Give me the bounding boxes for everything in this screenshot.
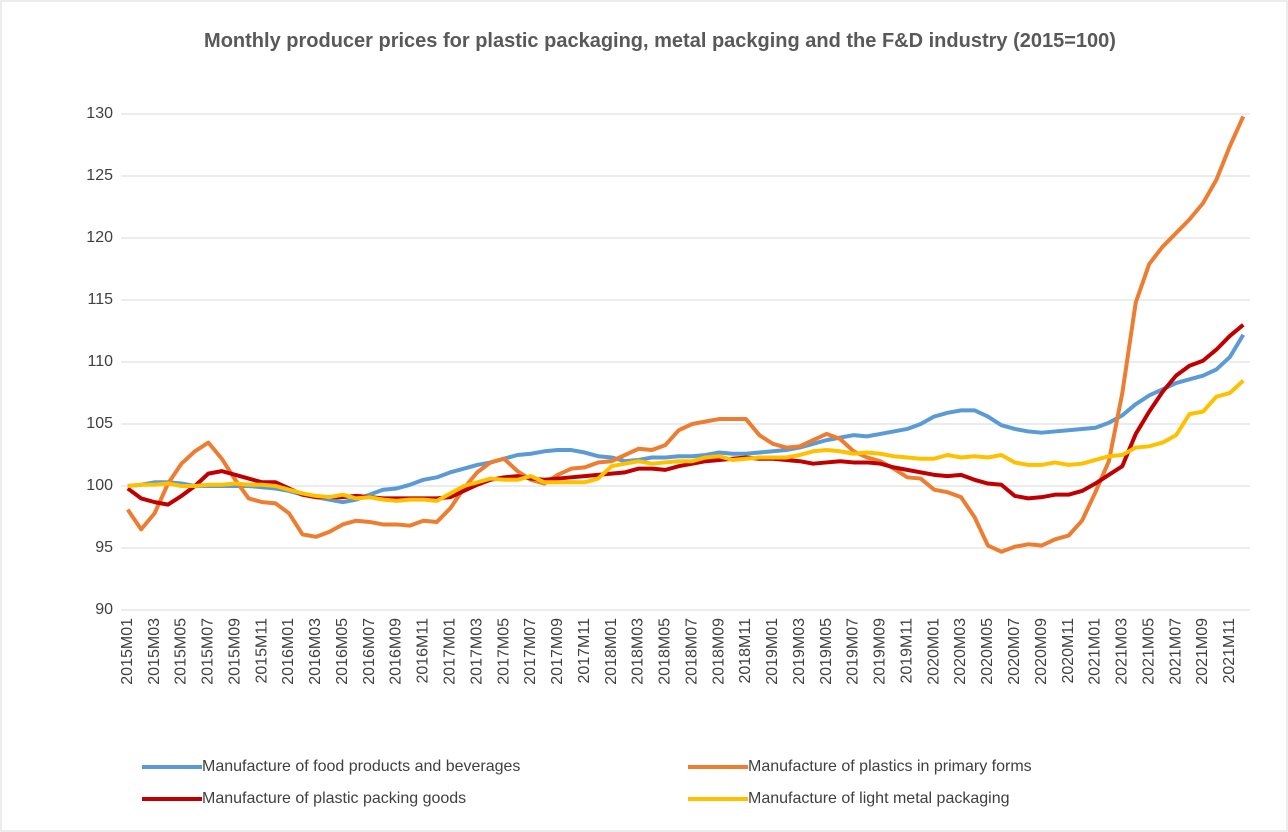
x-tick-label: 2020M01 [925,618,942,685]
x-tick-label: 2018M07 [683,618,700,685]
legend-label: Manufacture of plastics in primary forms [748,758,1032,775]
y-tick-label: 100 [86,477,113,494]
x-tick-label: 2016M07 [361,618,378,685]
x-tick-label: 2015M03 [146,618,163,685]
y-tick-label: 130 [86,105,113,122]
line-series [126,115,1246,554]
legend-label: Manufacture of light metal packaging [748,790,1009,807]
x-tick-label: 2017M01 [442,618,459,685]
x-tick-label: 2020M11 [1060,618,1077,684]
x-tick-label: 2016M01 [280,618,297,685]
y-tick-label: 110 [87,353,113,370]
legend-label: Manufacture of plastic packing goods [202,790,466,807]
x-tick-label: 2017M03 [468,618,485,685]
x-tick-label: 2020M07 [1006,618,1023,685]
x-tick-label: 2020M03 [952,618,969,685]
y-tick-label: 115 [87,291,113,308]
x-tick-label: 2020M05 [979,618,996,685]
x-tick-label: 2018M01 [603,618,620,685]
x-tick-label: 2021M03 [1114,618,1131,685]
y-tick-label: 90 [95,601,113,618]
x-tick-label: 2018M11 [737,618,754,684]
y-tick-label: 120 [86,229,113,246]
legend-label: Manufacture of food products and beverag… [202,758,520,775]
x-tick-label: 2019M05 [818,618,835,685]
x-tick-label: 2015M05 [173,618,190,685]
x-tick-label: 2018M05 [657,618,674,685]
x-tick-label: 2017M09 [549,618,566,685]
line-series [127,379,1245,503]
x-tick-label: 2019M01 [764,618,781,685]
x-tick-label: 2019M09 [872,618,889,685]
x-tick-label: 2016M11 [415,618,432,684]
x-tick-label: 2015M11 [253,618,270,684]
x-tick-label: 2019M03 [791,618,808,685]
y-tick-label: 125 [86,167,113,184]
x-tick-label: 2016M03 [307,618,324,685]
chart-title: Monthly producer prices for plastic pack… [204,30,1116,52]
x-tick-label: 2019M07 [845,618,862,685]
x-tick-label: 2021M05 [1140,618,1157,685]
x-tick-label: 2021M11 [1221,618,1238,684]
x-tick-label: 2018M09 [710,618,727,685]
x-tick-label: 2021M09 [1194,618,1211,685]
x-tick-label: 2015M07 [200,618,217,685]
x-tick-label: 2020M09 [1033,618,1050,685]
x-tick-label: 2016M09 [388,618,405,685]
x-tick-label: 2018M03 [630,618,647,685]
y-tick-label: 105 [86,415,113,432]
x-tick-label: 2017M11 [576,618,593,684]
x-tick-label: 2015M01 [119,618,136,685]
x-tick-label: 2019M11 [898,618,915,684]
x-tick-label: 2017M05 [495,618,512,685]
x-tick-label: 2021M07 [1167,618,1184,685]
y-tick-label: 95 [95,539,113,556]
x-tick-label: 2017M07 [522,618,539,685]
x-tick-label: 2016M05 [334,618,351,685]
x-tick-label: 2021M01 [1087,618,1104,685]
x-tick-label: 2015M09 [226,618,243,685]
